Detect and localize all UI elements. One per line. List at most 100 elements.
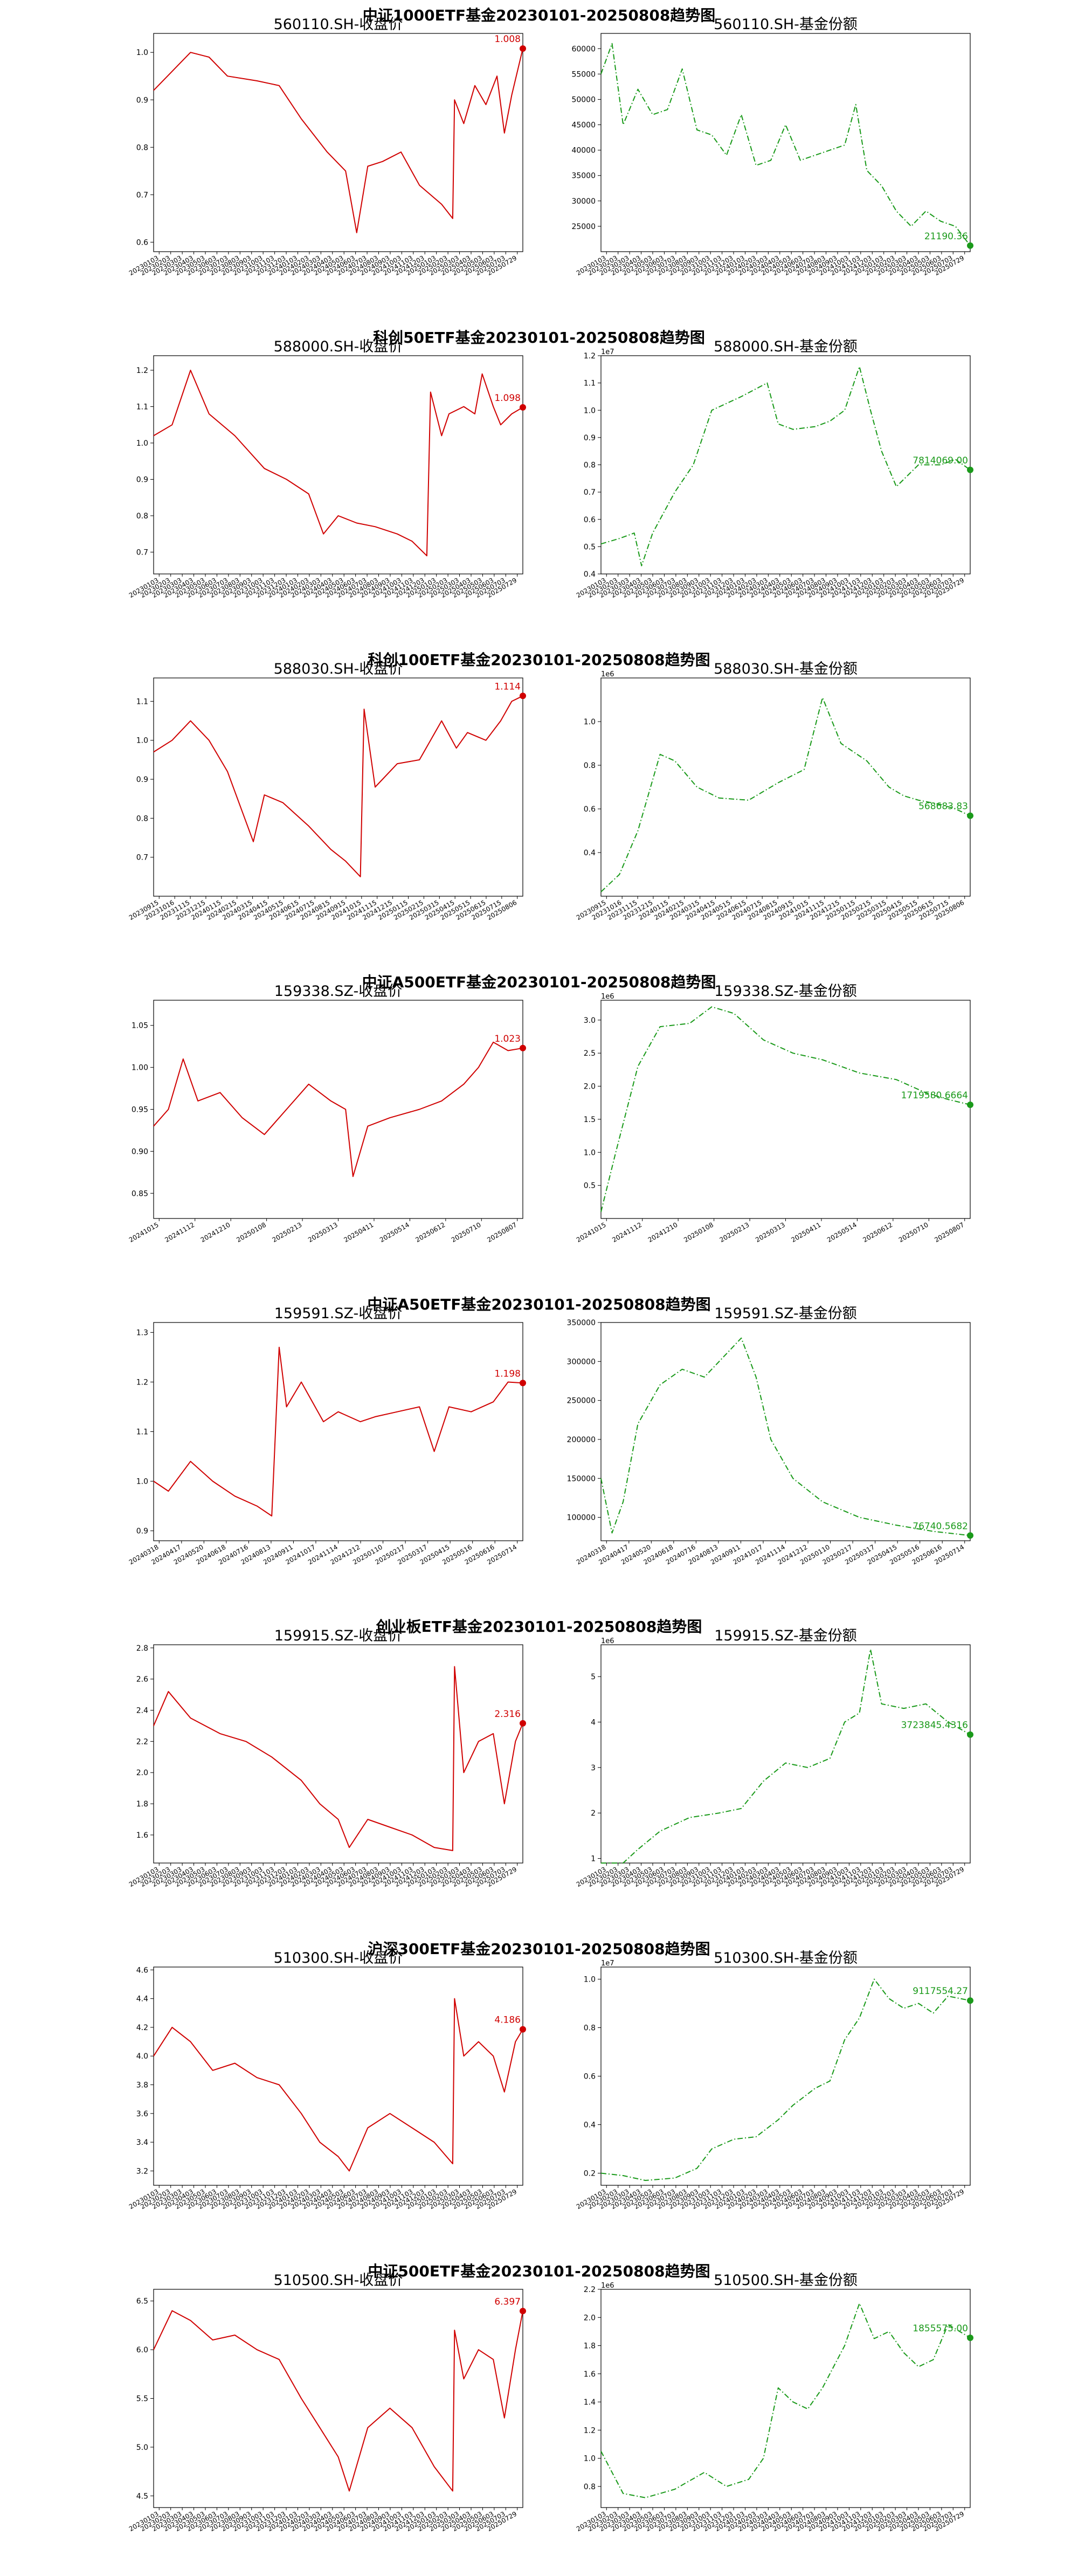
chart-1-shares-ytick-label: 0.9 (584, 434, 596, 442)
chart-2-price-ytick-label: 1.1 (136, 697, 148, 706)
chart-3-price-ytick-label: 1.00 (132, 1064, 148, 1072)
chart-1-price-ytick-label: 1.2 (136, 366, 148, 375)
chart-6-shares-ytick-label: 0.6 (584, 2073, 596, 2081)
chart-5-price-ytick-label: 1.6 (136, 1831, 148, 1840)
chart-6-price-ytick-label: 3.6 (136, 2110, 148, 2118)
chart-5-shares-last-point (967, 1731, 973, 1738)
chart-5-price-ytick-label: 2.0 (136, 1769, 148, 1777)
chart-3-price-title: 159338.SZ-收盘价 (274, 983, 403, 1000)
chart-0-shares-last-value-label: 21190.36 (924, 231, 968, 242)
chart-6-price-ytick-label: 4.2 (136, 2024, 148, 2032)
chart-3-price-last-value-label: 1.023 (494, 1034, 521, 1044)
chart-5-shares-scale-label: 1e6 (601, 1637, 614, 1645)
chart-3-shares-xtick-label: 20250514 (826, 1221, 858, 1244)
chart-4-price-last-value-label: 1.198 (494, 1368, 521, 1379)
chart-3-price-series-line (153, 1041, 523, 1178)
chart-4-shares-series-line (600, 1337, 971, 1536)
chart-3-price-xtick-label: 20250411 (343, 1221, 375, 1244)
chart-6-price-ytick-label: 4.4 (136, 1995, 148, 2004)
chart-3-price-axes-frame (153, 1000, 523, 1219)
chart-1-price-series-line (153, 370, 523, 557)
chart-6-shares-ytick-label: 0.4 (584, 2121, 596, 2130)
chart-0-price-series-line (153, 48, 523, 233)
figure-block-4: 中证A50ETF基金20230101-20250808趋势图159591.SZ-… (128, 1296, 973, 1566)
chart-1-price-ytick-label: 0.9 (136, 476, 148, 484)
chart-3-shares-last-value-label: 1719580.6664 (901, 1090, 968, 1101)
chart-2-main-title: 科创100ETF基金20230101-20250808趋势图 (368, 651, 710, 669)
chart-3-price-xtick-label: 20250710 (450, 1221, 482, 1244)
chart-4-price-ytick-label: 1.0 (136, 1478, 148, 1486)
chart-1-shares-ytick-label: 1.2 (584, 352, 596, 361)
chart-6-shares-last-value-label: 9117554.27 (913, 1986, 968, 1997)
chart-7-price-axes-frame (153, 2289, 523, 2508)
chart-2-shares-title: 588030.SH-基金份额 (714, 661, 858, 677)
chart-5-price-ytick-label: 1.8 (136, 1800, 148, 1809)
chart-0-shares-ytick-label: 40000 (571, 147, 596, 155)
chart-0-price-last-point (520, 45, 526, 52)
chart-7-shares-scale-label: 1e6 (601, 2282, 614, 2290)
chart-4-shares-ytick-label: 300000 (567, 1358, 596, 1366)
chart-3-shares-title: 159338.SZ-基金份额 (714, 983, 857, 1000)
chart-3-price-xtick-label: 20241210 (199, 1221, 232, 1244)
chart-3-main-title: 中证A500ETF基金20230101-20250808趋势图 (362, 973, 716, 991)
chart-0-main-title: 中证1000ETF基金20230101-20250808趋势图 (363, 6, 716, 24)
chart-3-price-xtick-label: 20250807 (486, 1221, 518, 1244)
chart-5-shares-ytick-label: 2 (591, 1809, 596, 1818)
chart-4-shares-ytick-label: 350000 (567, 1319, 596, 1327)
chart-6-price-ytick-label: 3.2 (136, 2167, 148, 2176)
chart-1-price-ytick-label: 1.1 (136, 403, 148, 412)
chart-2-shares-last-value-label: 568683.83 (918, 801, 968, 812)
chart-5-price-ytick-label: 2.2 (136, 1737, 148, 1746)
chart-5-shares-last-value-label: 3723845.4316 (901, 1720, 968, 1731)
chart-5-price-last-value-label: 2.316 (494, 1709, 521, 1720)
chart-4-shares-last-value-label: 76740.5682 (913, 1521, 968, 1532)
chart-2-shares-ytick-label: 1.0 (584, 718, 596, 726)
chart-4-price-ytick-label: 1.3 (136, 1328, 148, 1337)
chart-7-price-ytick-label: 6.0 (136, 2346, 148, 2355)
chart-7-shares-ytick-label: 1.4 (584, 2398, 596, 2407)
chart-4-shares-last-point (967, 1532, 973, 1539)
chart-2-shares-scale-label: 1e6 (601, 670, 614, 678)
chart-1-shares-title: 588000.SH-基金份额 (714, 338, 858, 355)
chart-7-price-series-line (153, 2310, 523, 2492)
chart-7-shares-ytick-label: 1.2 (584, 2426, 596, 2435)
chart-1-shares-series-line (600, 366, 971, 566)
chart-1-price-ytick-label: 1.0 (136, 439, 148, 448)
chart-7-shares-ytick-label: 2.0 (584, 2314, 596, 2322)
chart-4-price-series-line (153, 1347, 523, 1516)
chart-2-shares-last-point (967, 812, 973, 819)
chart-1-shares-ytick-label: 0.5 (584, 543, 596, 551)
chart-3-price-xtick-label: 20250514 (378, 1221, 411, 1244)
chart-0-shares-title: 560110.SH-基金份额 (714, 16, 858, 33)
chart-3-price-xtick-label: 20250313 (307, 1221, 339, 1244)
chart-4-shares-ytick-label: 100000 (567, 1514, 596, 1522)
figure-block-1: 科创50ETF基金20230101-20250808趋势图588000.SH-收… (128, 329, 973, 599)
chart-0-price-ytick-label: 1.0 (136, 49, 148, 57)
chart-3-price-ytick-label: 0.85 (132, 1189, 148, 1198)
chart-4-price-axes-frame (153, 1322, 523, 1541)
chart-6-price-axes-frame (153, 1966, 523, 2186)
chart-6-price-ytick-label: 4.0 (136, 2052, 148, 2061)
chart-6-price-ytick-label: 3.8 (136, 2081, 148, 2089)
chart-6-price-ytick-label: 3.4 (136, 2138, 148, 2147)
chart-0-shares-ytick-label: 60000 (571, 45, 596, 53)
chart-4-main-title: 中证A50ETF基金20230101-20250808趋势图 (367, 1296, 710, 1313)
chart-3-shares-ytick-label: 0.5 (584, 1182, 596, 1190)
chart-3-shares-xtick-label: 20241015 (575, 1221, 607, 1244)
chart-7-price-ytick-label: 6.5 (136, 2297, 148, 2306)
chart-5-price-title: 159915.SZ-收盘价 (274, 1628, 403, 1644)
chart-3-shares-xtick-label: 20250807 (933, 1221, 965, 1244)
chart-2-shares-ytick-label: 0.6 (584, 805, 596, 814)
chart-2-price-ytick-label: 1.0 (136, 737, 148, 745)
chart-6-shares-ytick-label: 0.8 (584, 2024, 596, 2033)
chart-4-shares-title: 159591.SZ-基金份额 (714, 1305, 857, 1322)
chart-7-shares-ytick-label: 1.8 (584, 2342, 596, 2351)
chart-0-price-ytick-label: 0.9 (136, 96, 148, 105)
chart-7-shares-ytick-label: 1.6 (584, 2370, 596, 2379)
chart-4-shares-ytick-label: 200000 (567, 1436, 596, 1444)
chart-0-shares-axes-frame (600, 33, 971, 252)
chart-0-shares-ytick-label: 35000 (571, 172, 596, 181)
chart-1-shares-ytick-label: 0.4 (584, 570, 596, 579)
chart-7-price-ytick-label: 5.0 (136, 2443, 148, 2452)
